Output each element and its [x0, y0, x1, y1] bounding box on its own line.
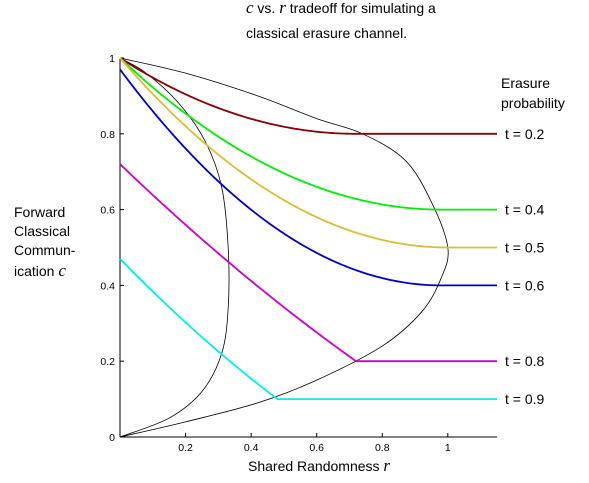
boundary-curve-2 — [119, 57, 449, 438]
y-axis-label-line-1: Forward — [14, 204, 65, 220]
y-tick-label: 0 — [109, 432, 115, 444]
x-tick-label: 1 — [445, 442, 451, 454]
y-tick-label: 0.2 — [100, 356, 115, 368]
legend-title-line-2: probability — [501, 95, 565, 111]
legend-entry-t-09: t = 0.9 — [505, 391, 545, 407]
series-line-t-02 — [119, 57, 497, 135]
x-tick-label: 0.8 — [375, 442, 390, 454]
chart-title-line-2: classical erasure channel. — [246, 25, 407, 41]
x-tick-label: 0.4 — [244, 442, 259, 454]
legend-entry-t-05: t = 0.5 — [505, 240, 545, 256]
series-line-t-06 — [119, 68, 497, 287]
legend-title-line-1: Erasure — [501, 75, 550, 91]
y-tick-label: 0.4 — [100, 280, 115, 292]
y-axis-label-line-2: Classical — [14, 223, 70, 239]
series-line-t-09 — [119, 258, 497, 401]
series-line-t-08 — [119, 163, 497, 363]
x-axis-label: Shared Randomness r — [248, 456, 390, 475]
y-axis-label-line-4: ication c — [14, 261, 66, 280]
series-line-t-05 — [119, 57, 497, 249]
y-tick-label: 0.6 — [100, 205, 115, 217]
series-line-t-04 — [119, 57, 497, 211]
legend-entry-t-04: t = 0.4 — [505, 202, 545, 218]
chart-title-line-1: c vs. r tradeoff for simulating a — [246, 0, 436, 17]
y-tick-label: 1 — [109, 53, 115, 65]
x-tick-label: 0.6 — [309, 442, 324, 454]
x-tick-label: 0.2 — [178, 442, 193, 454]
legend-entry-t-08: t = 0.8 — [505, 353, 545, 369]
boundary-curve-1 — [119, 57, 230, 438]
y-axis-label-line-3: Commun- — [14, 242, 76, 258]
y-tick-label: 0.8 — [100, 129, 115, 141]
legend-entry-t-02: t = 0.2 — [505, 126, 545, 142]
legend-entry-t-06: t = 0.6 — [505, 277, 545, 293]
